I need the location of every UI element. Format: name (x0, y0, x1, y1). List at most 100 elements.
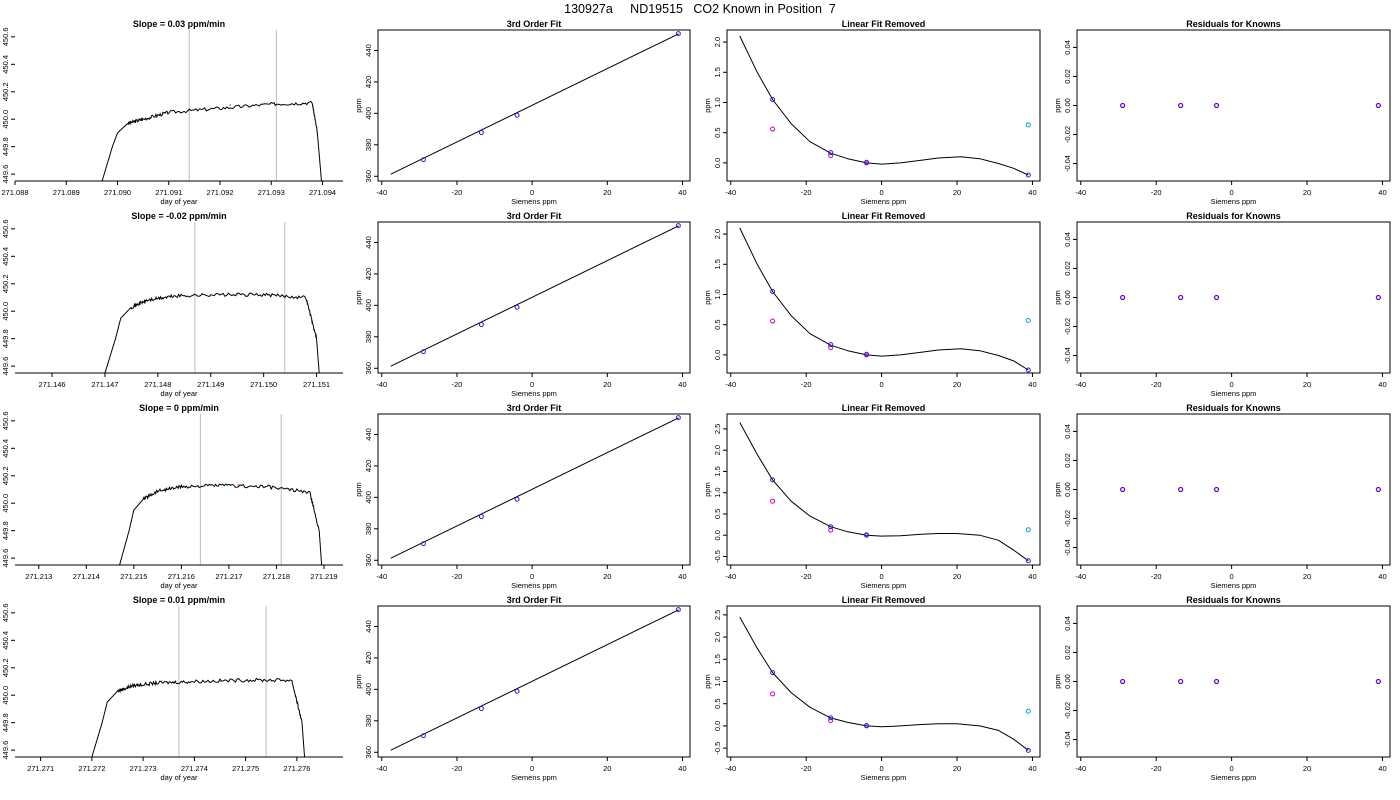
x-tick-label: 0 (880, 764, 884, 773)
panel-title: 3rd Order Fit (507, 211, 562, 221)
y-tick-label: 380 (364, 523, 373, 536)
x-tick-label: -40 (725, 380, 736, 389)
x-tick-label: 40 (1378, 572, 1386, 581)
x-tick-label: -20 (452, 188, 463, 197)
y-tick-label: 400 (364, 683, 373, 696)
panel-linear_removed-2: Linear Fit Removed -40 -20 0 20 40 Siemens ppm… (703, 403, 1041, 590)
x-tick-label: 20 (953, 188, 961, 197)
y-tick-label: 420 (364, 76, 373, 89)
known-point (770, 670, 776, 676)
y-tick-label: 360 (364, 170, 373, 183)
x-axis-label: day of year (160, 581, 198, 590)
y-tick-label: 450.0 (1, 302, 10, 321)
residual-point (1120, 294, 1126, 301)
x-axis-label: Siemens ppm (511, 773, 557, 782)
raw-point (770, 126, 776, 132)
page-title: 130927a ND19515 CO2 Known in Position 7 (564, 2, 836, 16)
plot-area: • (101, 30, 322, 181)
x-tick-label: 271.092 (206, 188, 233, 197)
known-point (864, 723, 870, 729)
y-tick-label: 1.0 (713, 289, 722, 299)
y-tick-label: 2.0 (713, 229, 722, 239)
x-tick-label: 271.273 (130, 764, 157, 773)
x-tick-label: 271.275 (232, 764, 259, 773)
y-tick-label: 0.0 (713, 721, 722, 731)
x-tick-label: 20 (603, 380, 611, 389)
y-tick-label: 0.00 (1063, 290, 1072, 305)
y-tick-label: 1.0 (713, 676, 722, 686)
raw-point (828, 718, 834, 724)
plot-area (739, 616, 1031, 753)
x-tick-label: 0 (880, 380, 884, 389)
x-tick-label: 271.094 (309, 188, 336, 197)
x-tick-label: 271.214 (73, 572, 100, 581)
test-point (1025, 527, 1031, 533)
panel-linear_removed-1: Linear Fit Removed -40 -20 0 20 40 0.0 0.5 1.0 1.… (703, 211, 1041, 389)
x-tick-label: 271.091 (155, 188, 182, 197)
cubic-curve (739, 616, 1029, 751)
x-tick-label: -20 (801, 764, 812, 773)
average-marker: • (229, 104, 231, 110)
panel-timeseries-3: • Slope = 0.01 ppm/min 271.271 271.272 271.2… (1, 595, 343, 782)
y-tick-label: 0.5 (713, 319, 722, 329)
residual-point (1375, 486, 1381, 493)
x-tick-label: -40 (1075, 188, 1086, 197)
panel-title: Linear Fit Removed (842, 403, 926, 413)
y-tick-label: 450.4 (1, 247, 10, 266)
known-point (770, 288, 776, 294)
y-tick-label: 450.0 (1, 686, 10, 705)
y-tick-label: 449.8 (1, 329, 10, 348)
known-point (478, 706, 484, 712)
y-tick-label: 450.2 (1, 82, 10, 101)
x-tick-label: -20 (801, 572, 812, 581)
y-tick-label: 1.0 (713, 97, 722, 107)
y-tick-label: 450.4 (1, 55, 10, 74)
raw-point (828, 527, 834, 533)
x-axis-label: Siemens ppm (861, 773, 907, 782)
x-tick-label: 40 (1028, 572, 1036, 581)
plot-area (390, 415, 681, 559)
y-tick-label: 0.5 (713, 127, 722, 137)
panel-title: 3rd Order Fit (507, 19, 562, 29)
y-tick-label: -0.02 (1063, 126, 1072, 143)
x-tick-label: -20 (801, 380, 812, 389)
x-tick-label: 0 (1230, 380, 1234, 389)
plot-area (390, 607, 681, 751)
x-tick-label: -20 (452, 764, 463, 773)
x-tick-label: 0 (880, 572, 884, 581)
known-point (478, 130, 484, 136)
x-tick-label: 271.148 (144, 380, 171, 389)
x-tick-label: 40 (678, 380, 686, 389)
known-point (828, 524, 834, 530)
x-tick-label: 20 (603, 764, 611, 773)
panel-fit-0: 3rd Order Fit -40 -20 0 20 40 Siemens ppm 360 38… (354, 19, 691, 206)
panel-timeseries-1: • Slope = -0.02 ppm/min 271.146 271.147 271.… (1, 211, 343, 398)
y-tick-label: 0.5 (713, 698, 722, 708)
plot-area (1120, 102, 1381, 109)
y-tick-label: -0.04 (1063, 155, 1072, 172)
panel-title: Residuals for Knowns (1186, 19, 1281, 29)
known-point (770, 477, 776, 483)
panel-title: Slope = 0.03 ppm/min (133, 19, 225, 29)
residual-point (1375, 102, 1381, 109)
x-tick-label: 0 (530, 572, 534, 581)
raw-point (828, 345, 834, 351)
x-tick-label: 271.216 (168, 572, 195, 581)
x-tick-label: -40 (376, 764, 387, 773)
plot-frame (726, 221, 1041, 374)
panel-residuals-1: Residuals for Knowns -40 -20 0 20 40 Siemens p… (1053, 211, 1391, 398)
y-tick-label: 0.0 (713, 530, 722, 540)
x-tick-label: 20 (1303, 188, 1311, 197)
x-tick-label: -40 (1075, 764, 1086, 773)
plot-frame (726, 605, 1041, 758)
raw-point (770, 318, 776, 324)
panel-linear_removed-3: Linear Fit Removed -40 -20 0 20 40 Siemens ppm… (703, 595, 1041, 782)
panel-title: Residuals for Knowns (1186, 211, 1281, 221)
x-tick-label: 271.272 (78, 764, 105, 773)
y-tick-label: 380 (364, 139, 373, 152)
y-tick-label: 0.02 (1063, 69, 1072, 84)
y-tick-label: 2.5 (713, 610, 722, 620)
x-tick-label: -20 (1151, 380, 1162, 389)
panel-title: Residuals for Knowns (1186, 403, 1281, 413)
y-tick-label: -0.04 (1063, 731, 1072, 748)
